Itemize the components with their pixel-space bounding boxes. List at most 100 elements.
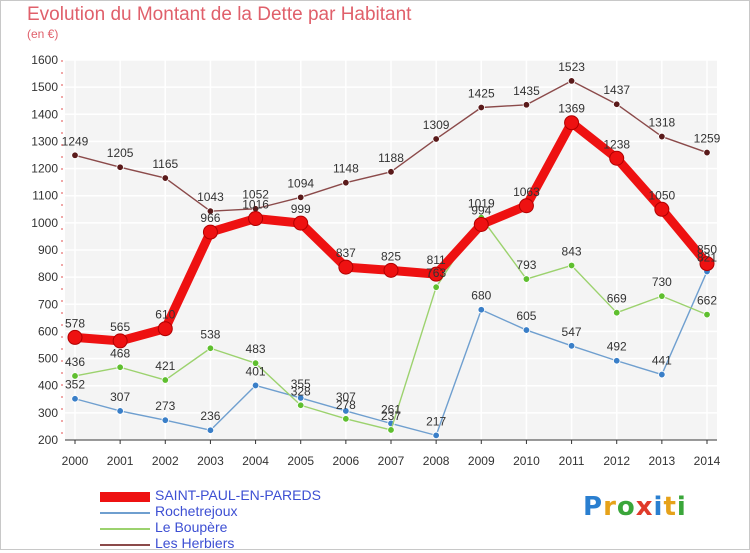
x-tick-label: 2006 [333,454,360,468]
legend-label: Les Herbiers [155,535,235,551]
data-point [522,275,531,283]
data-label: 401 [246,364,266,378]
data-point [251,359,260,367]
data-point [567,261,576,270]
data-label: 436 [65,355,85,369]
data-point [567,77,576,85]
data-point [71,151,79,159]
data-label: 278 [336,398,356,412]
data-label: 1425 [468,87,495,101]
data-label: 1435 [513,84,540,98]
data-label: 1188 [378,151,404,165]
data-point [564,115,580,131]
data-label: 237 [381,409,401,423]
data-label: 352 [65,378,85,392]
y-tick-label: 1400 [31,107,58,121]
data-point [387,168,395,176]
x-tick-label: 2008 [423,454,450,468]
data-label: 1063 [513,185,540,199]
data-point [613,100,621,108]
data-label: 328 [291,384,311,398]
x-tick-label: 2001 [107,454,134,468]
data-label: 468 [110,346,130,360]
data-label: 837 [336,246,356,260]
x-tick-label: 2004 [242,454,269,468]
data-point [473,216,489,232]
legend-label: Le Boupère [155,519,228,535]
data-label: 999 [291,202,311,216]
y-tick-label: 1600 [31,53,58,67]
legend-swatch [100,544,150,546]
y-tick-label: 1100 [32,189,58,203]
x-tick-label: 2000 [62,454,89,468]
data-point [609,150,625,166]
data-label: 1369 [558,102,585,116]
data-point [297,193,305,202]
data-label: 1094 [287,176,314,190]
x-tick-label: 2011 [559,454,585,468]
data-label: 662 [697,294,717,308]
data-label: 1019 [468,197,495,211]
data-point [297,401,305,409]
data-label: 1050 [649,188,676,202]
data-point [251,381,260,390]
data-point [338,259,354,275]
data-label: 355 [291,377,311,391]
data-label: 605 [516,309,536,323]
data-label: 610 [155,308,175,322]
data-label: 236 [200,409,220,423]
data-point [206,344,215,352]
data-label: 1523 [558,60,585,74]
data-point [248,211,264,227]
data-label: 966 [200,211,220,225]
data-label: 547 [562,325,582,339]
data-point [383,262,399,278]
data-label: 441 [652,354,672,368]
data-label: 1016 [242,198,269,212]
data-point [654,201,670,217]
chart-unit-subtitle: (en €) [27,27,59,41]
x-tick-label: 2014 [694,454,721,468]
data-point [428,266,444,282]
data-point [116,407,124,415]
data-label: 1318 [649,116,676,130]
x-tick-label: 2007 [378,454,405,468]
legend-swatch [100,528,150,530]
data-label: 273 [155,399,175,413]
data-label: 1052 [242,188,269,202]
data-point [297,394,305,402]
data-label: 994 [471,203,491,217]
data-label: 1043 [197,190,224,204]
data-point [658,132,666,141]
data-label: 1309 [423,118,450,132]
data-point [613,309,621,317]
data-label: 811 [427,253,446,267]
data-label: 1249 [62,134,89,148]
data-label: 307 [336,390,356,404]
data-point [116,363,124,371]
data-point [477,103,485,112]
data-point [161,376,169,384]
y-tick-label: 1000 [31,216,58,230]
data-point [522,326,531,334]
y-tick-label: 200 [38,433,58,447]
x-tick-label: 2005 [287,454,314,468]
legend-swatch [100,492,150,502]
data-point [522,101,531,109]
data-label: 1165 [152,157,178,171]
y-tick-label: 1200 [31,162,58,176]
y-tick-label: 800 [38,270,58,284]
data-label: 217 [426,414,446,428]
y-tick-label: 500 [38,352,58,366]
data-label: 538 [200,327,220,341]
data-point [71,372,79,380]
data-point [477,306,485,314]
y-tick-label: 600 [38,324,58,338]
data-label: 763 [426,266,446,280]
data-point [703,310,711,319]
data-point [342,415,350,423]
data-label: 1259 [694,132,721,146]
data-point [157,321,173,337]
data-label: 565 [110,320,130,334]
